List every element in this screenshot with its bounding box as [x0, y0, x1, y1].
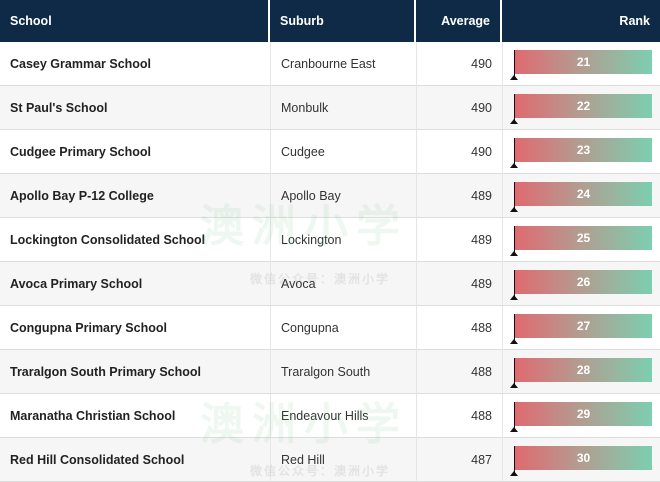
rank-indicator: 25	[503, 218, 660, 261]
rank-cell: 26	[502, 262, 660, 306]
table-row[interactable]: Red Hill Consolidated School Red Hill 487 3…	[0, 438, 660, 482]
rank-cell: 23	[502, 130, 660, 174]
column-header-average[interactable]: Average	[416, 0, 502, 42]
table-row[interactable]: Lockington Consolidated School Lockington…	[0, 218, 660, 262]
school-name-cell: Congupna Primary School	[0, 306, 270, 350]
rank-indicator: 24	[503, 174, 660, 217]
rank-marker-line	[514, 314, 515, 342]
rank-cell: 30	[502, 438, 660, 482]
suburb-cell: Cudgee	[270, 130, 416, 174]
rank-indicator: 21	[503, 42, 660, 85]
rank-marker-triangle-icon	[510, 295, 518, 300]
rank-cell: 28	[502, 350, 660, 394]
rank-marker-triangle-icon	[510, 471, 518, 476]
rank-marker-line	[514, 226, 515, 254]
rank-cell: 24	[502, 174, 660, 218]
suburb-cell: Lockington	[270, 218, 416, 262]
rank-badge: 29	[515, 402, 652, 426]
rank-marker-triangle-icon	[510, 383, 518, 388]
rank-cell: 25	[502, 218, 660, 262]
rank-marker-line	[514, 138, 515, 166]
average-cell: 489	[416, 262, 502, 306]
suburb-cell: Monbulk	[270, 86, 416, 130]
suburb-cell: Avoca	[270, 262, 416, 306]
rank-marker-triangle-icon	[510, 207, 518, 212]
rank-cell: 27	[502, 306, 660, 350]
average-cell: 488	[416, 394, 502, 438]
rank-marker-triangle-icon	[510, 119, 518, 124]
rank-badge: 26	[515, 270, 652, 294]
rank-marker-triangle-icon	[510, 75, 518, 80]
rank-badge: 25	[515, 226, 652, 250]
rank-cell: 29	[502, 394, 660, 438]
table-row[interactable]: Congupna Primary School Congupna 488 27	[0, 306, 660, 350]
school-name-cell: Avoca Primary School	[0, 262, 270, 306]
school-name-cell: Cudgee Primary School	[0, 130, 270, 174]
table-row[interactable]: Traralgon South Primary School Traralgon …	[0, 350, 660, 394]
rank-indicator: 22	[503, 86, 660, 129]
column-header-rank[interactable]: Rank	[502, 0, 660, 42]
rank-indicator: 23	[503, 130, 660, 173]
school-name-cell: Lockington Consolidated School	[0, 218, 270, 262]
average-cell: 487	[416, 438, 502, 482]
rank-marker-triangle-icon	[510, 251, 518, 256]
table-row[interactable]: Casey Grammar School Cranbourne East 490 21	[0, 42, 660, 86]
average-cell: 489	[416, 174, 502, 218]
table-row[interactable]: Apollo Bay P-12 College Apollo Bay 489 24	[0, 174, 660, 218]
rank-indicator: 28	[503, 350, 660, 393]
table-header-row: School Suburb Average Rank	[0, 0, 660, 42]
average-cell: 490	[416, 42, 502, 86]
rank-marker-line	[514, 50, 515, 78]
suburb-cell: Congupna	[270, 306, 416, 350]
school-name-cell: St Paul's School	[0, 86, 270, 130]
table-body: Casey Grammar School Cranbourne East 490 21…	[0, 42, 660, 482]
school-name-cell: Traralgon South Primary School	[0, 350, 270, 394]
school-name-cell: Casey Grammar School	[0, 42, 270, 86]
suburb-cell: Cranbourne East	[270, 42, 416, 86]
school-name-cell: Maranatha Christian School	[0, 394, 270, 438]
average-cell: 490	[416, 130, 502, 174]
rank-marker-line	[514, 402, 515, 430]
rank-badge: 24	[515, 182, 652, 206]
rank-marker-line	[514, 182, 515, 210]
rank-indicator: 26	[503, 262, 660, 305]
rank-marker-line	[514, 270, 515, 298]
rank-cell: 21	[502, 42, 660, 86]
rank-indicator: 29	[503, 394, 660, 437]
rank-marker-line	[514, 94, 515, 122]
rank-marker-triangle-icon	[510, 339, 518, 344]
rank-badge: 21	[515, 50, 652, 74]
column-header-school[interactable]: School	[0, 0, 270, 42]
rank-marker-triangle-icon	[510, 427, 518, 432]
rank-marker-triangle-icon	[510, 163, 518, 168]
table-row[interactable]: Maranatha Christian School Endeavour Hill…	[0, 394, 660, 438]
average-cell: 489	[416, 218, 502, 262]
column-header-suburb[interactable]: Suburb	[270, 0, 416, 42]
average-cell: 490	[416, 86, 502, 130]
table-row[interactable]: Avoca Primary School Avoca 489 26	[0, 262, 660, 306]
rank-badge: 27	[515, 314, 652, 338]
rank-badge: 28	[515, 358, 652, 382]
average-cell: 488	[416, 306, 502, 350]
rank-badge: 23	[515, 138, 652, 162]
suburb-cell: Red Hill	[270, 438, 416, 482]
suburb-cell: Endeavour Hills	[270, 394, 416, 438]
suburb-cell: Traralgon South	[270, 350, 416, 394]
school-name-cell: Red Hill Consolidated School	[0, 438, 270, 482]
rank-badge: 30	[515, 446, 652, 470]
suburb-cell: Apollo Bay	[270, 174, 416, 218]
table-row[interactable]: St Paul's School Monbulk 490 22	[0, 86, 660, 130]
average-cell: 488	[416, 350, 502, 394]
rank-indicator: 30	[503, 438, 660, 481]
rank-badge: 22	[515, 94, 652, 118]
school-name-cell: Apollo Bay P-12 College	[0, 174, 270, 218]
rank-marker-line	[514, 358, 515, 386]
rank-indicator: 27	[503, 306, 660, 349]
rank-marker-line	[514, 446, 515, 474]
rank-cell: 22	[502, 86, 660, 130]
table-row[interactable]: Cudgee Primary School Cudgee 490 23	[0, 130, 660, 174]
